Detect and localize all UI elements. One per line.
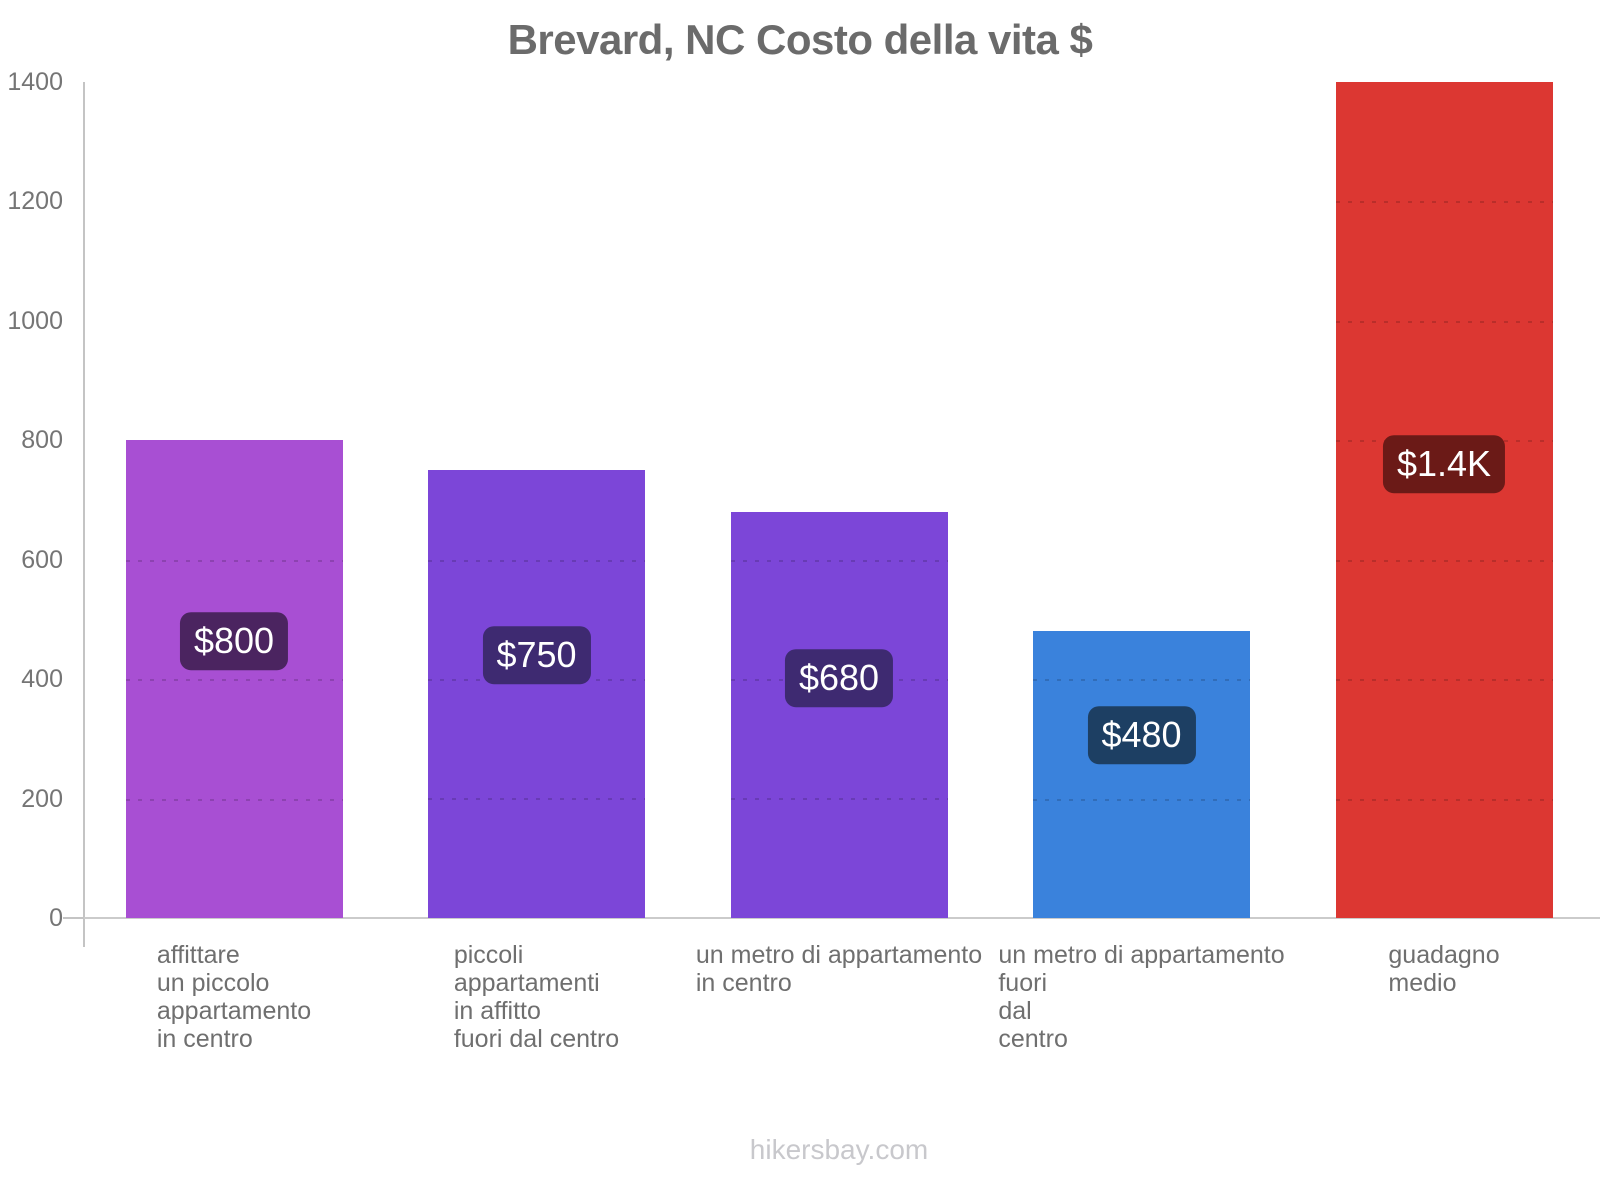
value-badge-4: $480 (1087, 706, 1196, 764)
y-tick-label: 1000 (7, 307, 63, 335)
gridline (1335, 559, 1553, 562)
gridline (1033, 679, 1250, 682)
y-tick-label: 600 (21, 546, 63, 574)
bar-1[interactable] (125, 440, 343, 918)
y-tick-label: 1400 (7, 68, 63, 96)
y-tick-label: 1200 (7, 187, 63, 215)
bar-3[interactable] (730, 511, 948, 918)
gridline (1033, 798, 1250, 801)
y-axis-line (83, 82, 85, 947)
category-label-4: un metro di appartamento fuori dal centr… (998, 941, 1285, 1053)
gridline (125, 798, 343, 801)
gridline (125, 679, 343, 682)
value-badge-2: $750 (482, 626, 591, 684)
y-tick-label: 800 (21, 426, 63, 454)
x-axis-baseline (84, 917, 1600, 919)
chart-title: Brevard, NC Costo della vita $ (507, 16, 1093, 63)
gridline (1335, 798, 1553, 801)
gridline (125, 559, 343, 562)
y-tick-label: 0 (49, 904, 63, 932)
gridline (428, 559, 645, 562)
watermark-text: hikersbay.com (749, 1134, 929, 1165)
gridline (428, 798, 645, 801)
zero-tick-mark (63, 917, 84, 919)
gridline (1335, 679, 1553, 682)
bar-5[interactable] (1335, 82, 1553, 918)
category-label-3: un metro di appartamento in centro (695, 941, 983, 997)
bar-4[interactable] (1033, 631, 1250, 918)
y-tick-label: 200 (21, 785, 63, 813)
gridline (1335, 201, 1553, 204)
gridline (1335, 320, 1553, 323)
y-tick-label: 400 (21, 665, 63, 693)
value-badge-5: $1.4K (1382, 435, 1506, 493)
category-label-2: piccoli appartamenti in affitto fuori da… (453, 941, 620, 1053)
category-label-5: guadagno medio (1388, 941, 1500, 997)
value-badge-3: $680 (784, 649, 894, 707)
category-label-1: affittare un piccolo appartamento in cen… (156, 941, 312, 1053)
gridline (730, 559, 948, 562)
value-badge-1: $800 (179, 612, 289, 670)
gridline (730, 798, 948, 801)
bar-2[interactable] (428, 470, 645, 918)
